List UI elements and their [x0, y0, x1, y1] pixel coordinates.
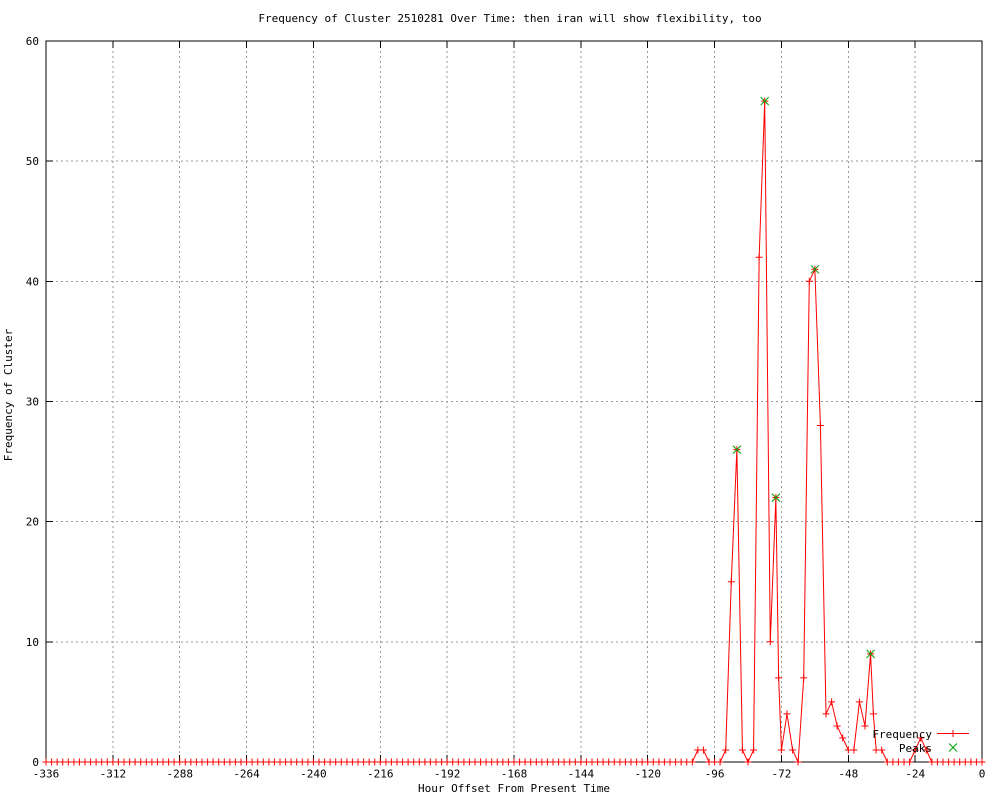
x-tick-label: -144	[568, 768, 595, 781]
y-tick-label: 60	[26, 35, 39, 48]
x-tick-label: -336	[33, 768, 60, 781]
frequency-series	[42, 97, 986, 766]
legend-frequency-label: Frequency	[872, 728, 932, 741]
y-tick-label: 10	[26, 636, 39, 649]
y-tick-label: 0	[32, 756, 39, 769]
x-tick-label: -168	[501, 768, 528, 781]
x-tick-label: -120	[634, 768, 661, 781]
x-tick-label: -48	[838, 768, 858, 781]
y-tick-label: 30	[26, 396, 39, 409]
x-tick-label: -96	[705, 768, 725, 781]
legend-frequency-plus	[949, 730, 957, 737]
peaks-markers	[732, 96, 875, 659]
legend-peaks-sample	[948, 743, 958, 752]
y-tick-label: 40	[26, 275, 39, 288]
y-tick-label: 50	[26, 155, 39, 168]
x-tick-label: -192	[434, 768, 461, 781]
x-tick-label: 0	[979, 768, 986, 781]
y-axis-label: Frequency of Cluster	[2, 328, 15, 461]
frequency-markers	[42, 97, 986, 766]
x-tick-label: -24	[905, 768, 925, 781]
x-tick-label: -288	[166, 768, 193, 781]
x-tick-label: -264	[233, 768, 260, 781]
grid-layer	[46, 41, 982, 762]
x-tick-label: -72	[771, 768, 791, 781]
x-tick-label: -240	[300, 768, 327, 781]
chart-title: Frequency of Cluster 2510281 Over Time: …	[258, 12, 761, 25]
x-tick-label: -312	[100, 768, 127, 781]
legend-peaks-cross	[948, 743, 958, 752]
x-tick-label: -216	[367, 768, 394, 781]
legend-frequency-sample	[937, 730, 969, 737]
axes-layer: -336 -312 -288 -264 -240 -216 -192 -168 -144 -120…	[26, 35, 986, 781]
x-axis-label: Hour Offset From Present Time	[418, 782, 610, 795]
y-tick-label: 20	[26, 516, 39, 529]
legend-peaks-label: Peaks	[899, 742, 932, 755]
peaks-series	[732, 96, 875, 659]
legend: Frequency Peaks	[872, 728, 969, 755]
